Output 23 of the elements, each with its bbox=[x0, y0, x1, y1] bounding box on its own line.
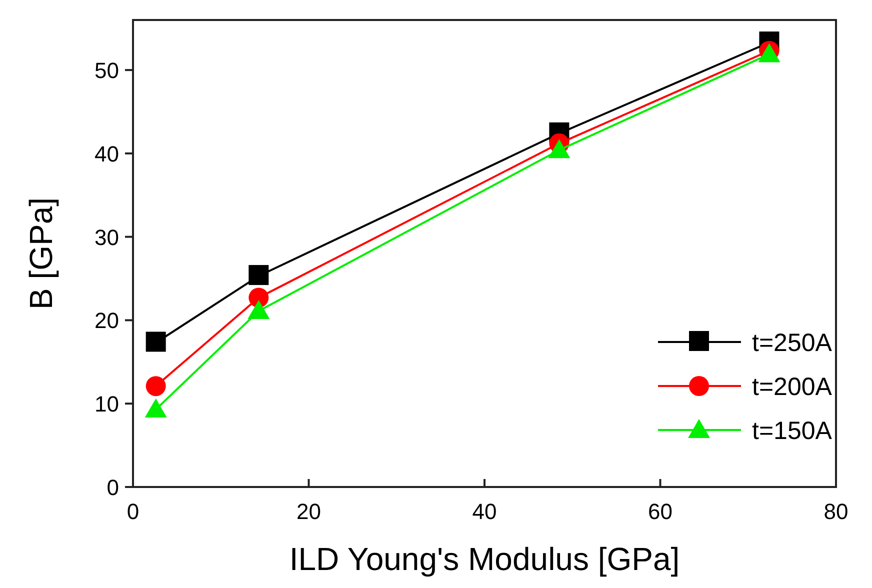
y-tick-label: 50 bbox=[94, 58, 119, 84]
y-tick-label: 10 bbox=[94, 392, 119, 417]
point bbox=[248, 288, 269, 308]
legend-label: t=250A bbox=[752, 329, 832, 357]
point bbox=[248, 265, 269, 286]
legend-label: t=150A bbox=[752, 417, 832, 445]
y-tick-label: 30 bbox=[94, 224, 119, 250]
point bbox=[144, 398, 167, 418]
point bbox=[248, 300, 270, 320]
x-tick-label: 20 bbox=[296, 499, 321, 524]
point bbox=[146, 332, 166, 352]
x-axis-title: ILD Young's Modulus [GPa] bbox=[289, 541, 680, 577]
point bbox=[146, 376, 166, 396]
y-tick-label: 0 bbox=[106, 475, 119, 500]
x-tick-label: 0 bbox=[126, 499, 140, 524]
y-tick-label: 20 bbox=[94, 308, 119, 334]
x-tick-label: 60 bbox=[648, 499, 672, 524]
x-tick-label: 80 bbox=[824, 499, 848, 524]
y-tick-label: 40 bbox=[94, 141, 119, 166]
x-tick-label: 40 bbox=[472, 499, 497, 524]
legend-label: t=200A bbox=[752, 373, 832, 401]
y-axis-title: B [GPa] bbox=[23, 197, 59, 310]
point bbox=[548, 139, 570, 158]
